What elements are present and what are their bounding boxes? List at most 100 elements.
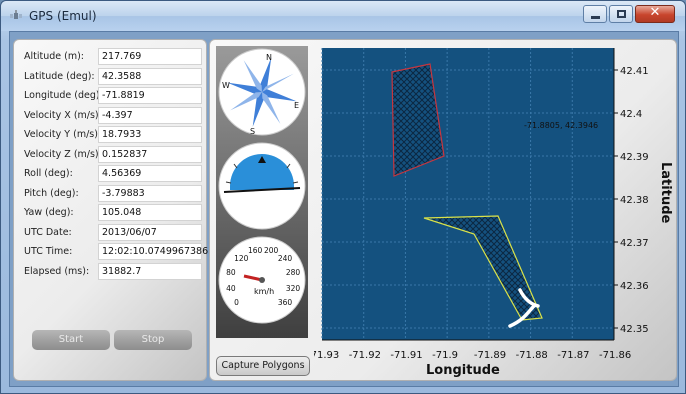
- telemetry-value[interactable]: -71.8819: [98, 87, 202, 104]
- telemetry-row: Roll (deg): 4.56369: [14, 165, 208, 183]
- telemetry-label: UTC Time:: [24, 246, 73, 257]
- telemetry-row: Longitude (deg): -71.8819: [14, 87, 208, 105]
- telemetry-row: Velocity X (m/s): -4.397: [14, 106, 208, 125]
- attitude-pointer-icon: [258, 156, 266, 163]
- minimize-icon: [591, 16, 600, 19]
- x-tick-label: -71.89: [474, 350, 506, 361]
- x-tick-labels: -71.93 -71.92 -71.91 -71.9 -71.89 -71.88 -71.8…: [314, 350, 631, 361]
- window-controls: ✕: [581, 5, 675, 23]
- attitude-sky: [230, 154, 294, 190]
- y-tick-label: 42.36: [620, 281, 649, 292]
- telemetry-row: Altitude (m): 217.769: [14, 48, 208, 66]
- start-button[interactable]: Start: [32, 330, 110, 350]
- attitude-gauge: [218, 142, 306, 230]
- compass-w: W: [222, 81, 230, 90]
- y-tick-label: 42.4: [620, 109, 642, 120]
- compass-n: N: [266, 53, 272, 62]
- telemetry-panel: Altitude (m): 217.769 Latitude (deg): 42.35…: [13, 39, 208, 381]
- gps-track: [508, 288, 540, 328]
- y-tick-label: 42.37: [620, 238, 649, 249]
- speed-tick-label: 80: [226, 268, 236, 277]
- y-axis-label: Latitude: [658, 162, 673, 224]
- x-tick-label: -71.91: [390, 350, 422, 361]
- speed-needle: [243, 274, 263, 282]
- speed-tick-label: 200: [264, 246, 279, 255]
- telemetry-value[interactable]: 31882.7: [98, 262, 202, 280]
- telemetry-row: Elapsed (ms): 31882.7: [14, 262, 208, 281]
- telemetry-label: Roll (deg):: [24, 168, 73, 179]
- map-plot[interactable]: -71.8805, 42.3946 -71.93-71.92-71.91-71.…: [314, 40, 674, 382]
- telemetry-label: Latitude (deg):: [24, 70, 95, 82]
- telemetry-value[interactable]: 4.56369: [98, 165, 202, 182]
- y-tick-label: 42.39: [620, 152, 649, 163]
- compass-e: E: [294, 101, 299, 110]
- telemetry-value[interactable]: 18.7933: [98, 126, 202, 143]
- telemetry-value[interactable]: -4.397: [98, 106, 202, 124]
- x-tick-label: -71.86: [599, 350, 631, 361]
- y-tick-label: 42.38: [620, 195, 649, 206]
- speed-tick-label: 160: [248, 246, 263, 255]
- map-background[interactable]: [322, 48, 614, 340]
- speed-tick-label: 360: [278, 298, 293, 307]
- speed-tick-label: 120: [234, 254, 249, 263]
- capture-polygons-button[interactable]: Capture Polygons: [216, 356, 310, 376]
- telemetry-value[interactable]: 105.048: [98, 204, 202, 221]
- window-title: GPS (Emul): [29, 9, 97, 23]
- compass-gauge: N E S W: [218, 48, 306, 136]
- stop-button[interactable]: Stop: [114, 330, 192, 350]
- telemetry-value[interactable]: 217.769: [98, 48, 202, 65]
- telemetry-label: Longitude (deg):: [24, 90, 103, 101]
- telemetry-row: UTC Date: 2013/06/07: [14, 223, 208, 242]
- telemetry-row: Velocity Y (m/s): 18.7933: [14, 126, 208, 144]
- close-button[interactable]: ✕: [635, 5, 675, 23]
- y-tick-label: 42.35: [620, 324, 649, 335]
- satellite-icon: [10, 10, 22, 19]
- telemetry-label: UTC Date:: [24, 226, 72, 238]
- telemetry-label: Elapsed (ms):: [24, 265, 90, 277]
- telemetry-value[interactable]: 2013/06/07: [98, 223, 202, 241]
- speed-unit: km/h: [254, 287, 274, 296]
- telemetry-value[interactable]: -3.79883: [98, 184, 202, 202]
- telemetry-value[interactable]: 0.152837: [98, 145, 202, 163]
- minimize-button[interactable]: [583, 5, 607, 23]
- telemetry-label: Velocity Z (m/s):: [24, 148, 102, 160]
- telemetry-label: Pitch (deg):: [24, 187, 79, 199]
- speed-tick-label: 240: [278, 254, 293, 263]
- compass-s: S: [250, 127, 255, 136]
- x-tick-label: -71.88: [516, 350, 548, 361]
- polygon-2[interactable]: [423, 215, 543, 321]
- x-tick-label: -71.93: [314, 350, 339, 361]
- x-axis-label: Longitude: [426, 363, 500, 378]
- telemetry-row: Latitude (deg): 42.3588: [14, 67, 208, 86]
- horizon-line: [223, 187, 301, 193]
- polygon-1[interactable]: [391, 63, 445, 177]
- maximize-button[interactable]: [609, 5, 633, 23]
- cursor-readout: -71.8805, 42.3946: [524, 121, 598, 130]
- telemetry-label: Yaw (deg):: [24, 207, 74, 218]
- speed-tick-label: 0: [234, 298, 239, 307]
- close-icon: ✕: [649, 5, 661, 20]
- x-tick-label: -71.92: [349, 350, 381, 361]
- telemetry-row: Velocity Z (m/s): 0.152837: [14, 145, 208, 164]
- telemetry-label: Velocity X (m/s):: [24, 109, 102, 121]
- speed-tick-label: 320: [286, 284, 301, 293]
- y-tick-labels: 42.41 42.4 42.39 42.38 42.37 42.36 42.35: [614, 66, 649, 335]
- x-tick-label: -71.9: [432, 350, 458, 361]
- title-bar[interactable]: GPS (Emul) ✕: [1, 1, 685, 31]
- gauge-column: N E S W 0 40 80 120 160 200 240 280 320 360: [216, 46, 308, 338]
- telemetry-value[interactable]: 12:02:10.0749967386: [98, 243, 208, 260]
- y-tick-label: 42.41: [620, 66, 649, 77]
- telemetry-row: Yaw (deg): 105.048: [14, 204, 208, 222]
- visual-panel: N E S W 0 40 80 120 160 200 240 280 320 360: [209, 39, 677, 381]
- speed-tick-label: 280: [286, 268, 301, 277]
- speed-tick-label: 40: [226, 284, 236, 293]
- needle-hub: [259, 277, 265, 283]
- telemetry-label: Altitude (m):: [24, 51, 85, 62]
- telemetry-row: UTC Time: 12:02:10.0749967386: [14, 243, 208, 261]
- maximize-icon: [617, 10, 626, 18]
- x-tick-label: -71.87: [557, 350, 589, 361]
- telemetry-value[interactable]: 42.3588: [98, 67, 202, 85]
